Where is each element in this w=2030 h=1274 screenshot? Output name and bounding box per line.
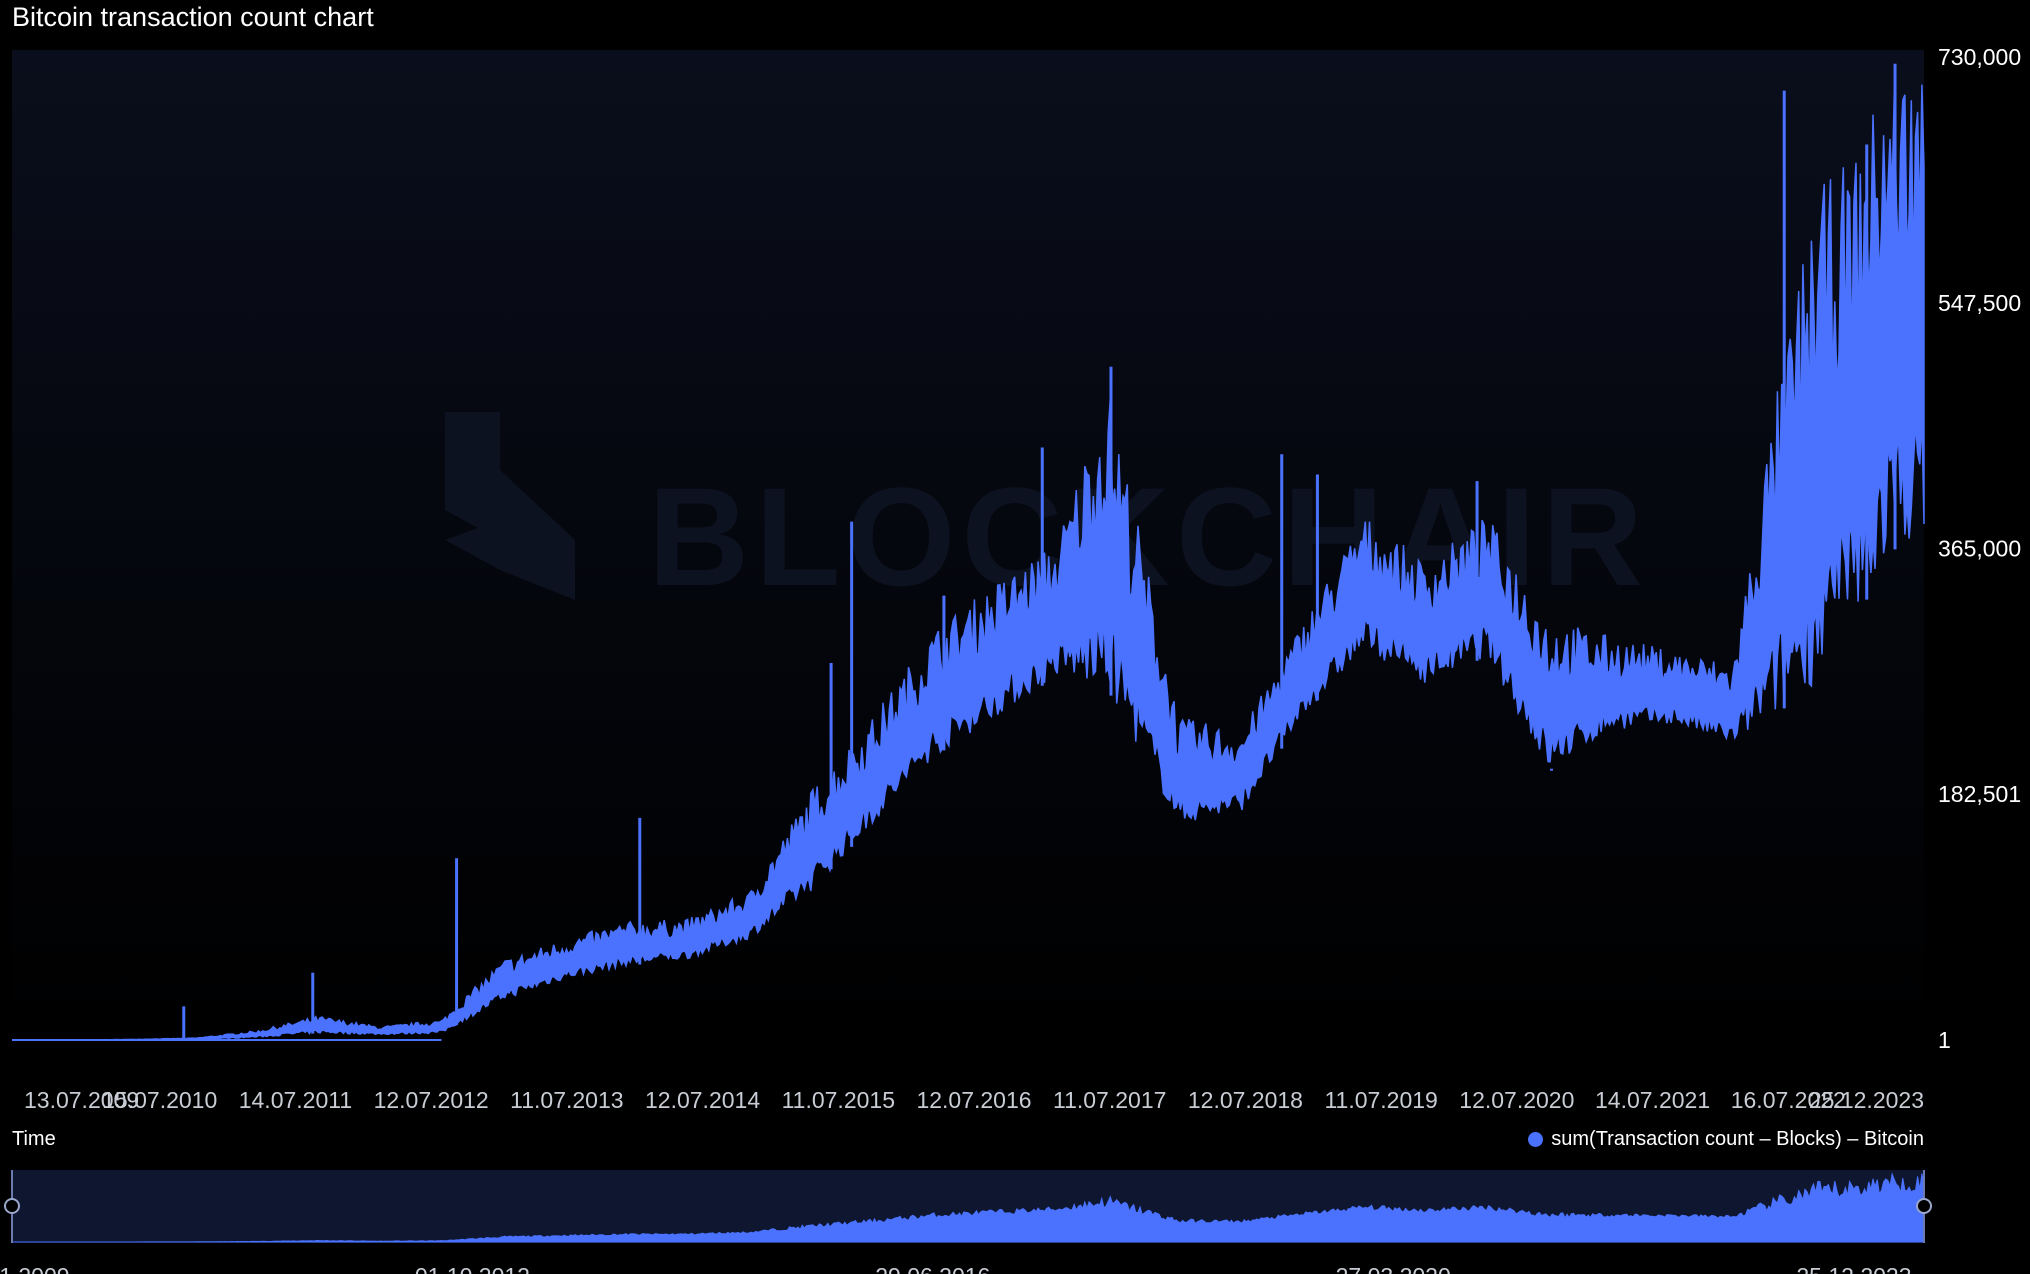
navigator-tick-label: 03.01.2009 — [0, 1263, 70, 1274]
x-tick-label: 12.07.2014 — [645, 1087, 760, 1113]
series-area[interactable] — [12, 84, 1925, 1041]
x-tick-label: 11.07.2013 — [510, 1087, 623, 1113]
x-axis-label: Time — [12, 1128, 56, 1150]
x-tick-label: 11.07.2019 — [1324, 1087, 1437, 1113]
x-tick-label: 13.07.2009 — [24, 1087, 139, 1113]
plot-area — [12, 50, 1924, 1045]
navigator-tick-label: 29.06.2016 — [875, 1263, 990, 1274]
y-tick-label: 1 — [1938, 1027, 1951, 1053]
x-tick-label: 12.07.2020 — [1459, 1087, 1574, 1113]
y-tick-label: 182,501 — [1938, 781, 2021, 807]
y-tick-label: 365,000 — [1938, 536, 2021, 562]
navigator-series-area — [12, 1172, 1925, 1243]
chart-title: Bitcoin transaction count chart — [12, 2, 374, 32]
legend[interactable]: sum(Transaction count – Blocks) – Bitcoi… — [1528, 1128, 1924, 1151]
x-tick-label: 14.07.2021 — [1595, 1087, 1710, 1113]
x-tick-label: 11.07.2015 — [782, 1087, 895, 1113]
legend-series-label: sum(Transaction count – Blocks) – Bitcoi… — [1551, 1128, 1924, 1150]
navigator-tick-label: 27.03.2020 — [1336, 1263, 1451, 1274]
navigator[interactable] — [4, 1170, 1932, 1243]
legend-series-marker — [1528, 1132, 1544, 1147]
x-tick-label: 11.07.2017 — [1053, 1087, 1166, 1113]
x-tick-label: 12.07.2018 — [1188, 1087, 1303, 1113]
y-tick-label: 547,500 — [1938, 290, 2021, 316]
navigator-axis: 03.01.2009 01.10.2012 29.06.2016 27.03.2020… — [0, 1263, 1912, 1274]
watermark-logo — [445, 412, 575, 600]
x-tick-label: 15.07.2010 — [102, 1087, 217, 1113]
x-tick-label: 25.12.2023 — [1809, 1087, 1924, 1113]
navigator-right-grip[interactable] — [1916, 1198, 1932, 1214]
navigator-left-grip[interactable] — [4, 1198, 20, 1214]
y-axis: 730,000 547,500 365,000 182,501 1 — [1938, 44, 2021, 1053]
x-tick-label: 14.07.2011 — [239, 1087, 352, 1113]
navigator-tick-label: 01.10.2012 — [415, 1263, 530, 1274]
x-tick-label: 12.07.2016 — [916, 1087, 1031, 1113]
x-tick-label: 12.07.2012 — [374, 1087, 489, 1113]
navigator-tick-label: 25.12.2023 — [1796, 1263, 1911, 1274]
series-layer — [12, 63, 1925, 1041]
navigator-series — [12, 1172, 1925, 1243]
x-tick-label: 16.07.2022 — [1731, 1087, 1846, 1113]
y-tick-label: 730,000 — [1938, 44, 2021, 70]
